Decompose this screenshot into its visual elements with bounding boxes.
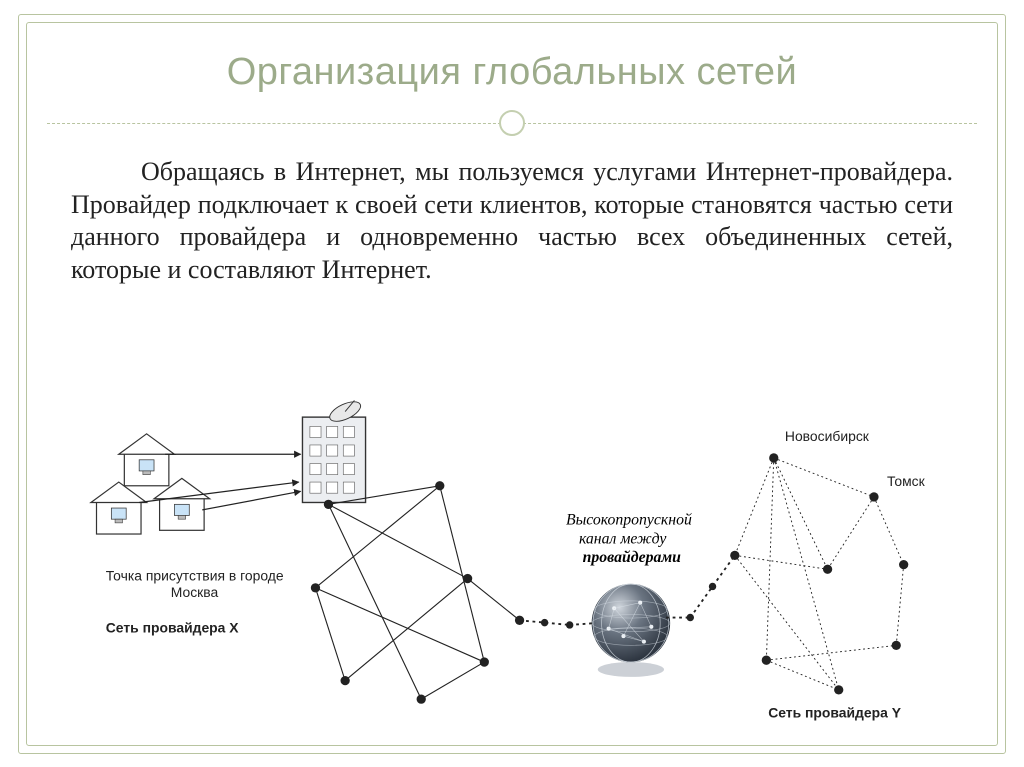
diagram-svg: Точка присутствия в городеМосква Сеть про… <box>71 393 957 727</box>
svg-text:Сеть провайдера X: Сеть провайдера X <box>106 619 240 635</box>
inner-frame: Организация глобальных сетей Обращаясь в… <box>26 22 998 746</box>
network-diagram: Точка присутствия в городеМосква Сеть про… <box>71 393 957 727</box>
title-divider <box>27 108 997 138</box>
svg-text:провайдерами: провайдерами <box>583 549 682 566</box>
svg-text:Точка присутствия в городе: Точка присутствия в городе <box>106 567 284 583</box>
body-paragraph: Обращаясь в Интернет, мы пользуемся услу… <box>27 138 997 286</box>
svg-text:Новосибирск: Новосибирск <box>785 428 870 444</box>
svg-text:Высокопропускной: Высокопропускной <box>566 512 692 529</box>
page-title: Организация глобальных сетей <box>27 23 997 94</box>
svg-text:Москва: Москва <box>171 584 219 600</box>
svg-text:Сеть провайдера Y: Сеть провайдера Y <box>768 705 902 721</box>
divider-ring-icon <box>499 110 525 136</box>
svg-text:Томск: Томск <box>887 473 926 489</box>
svg-text:канал между: канал между <box>579 530 666 547</box>
paragraph-text: Обращаясь в Интернет, мы пользуемся услу… <box>71 157 953 284</box>
